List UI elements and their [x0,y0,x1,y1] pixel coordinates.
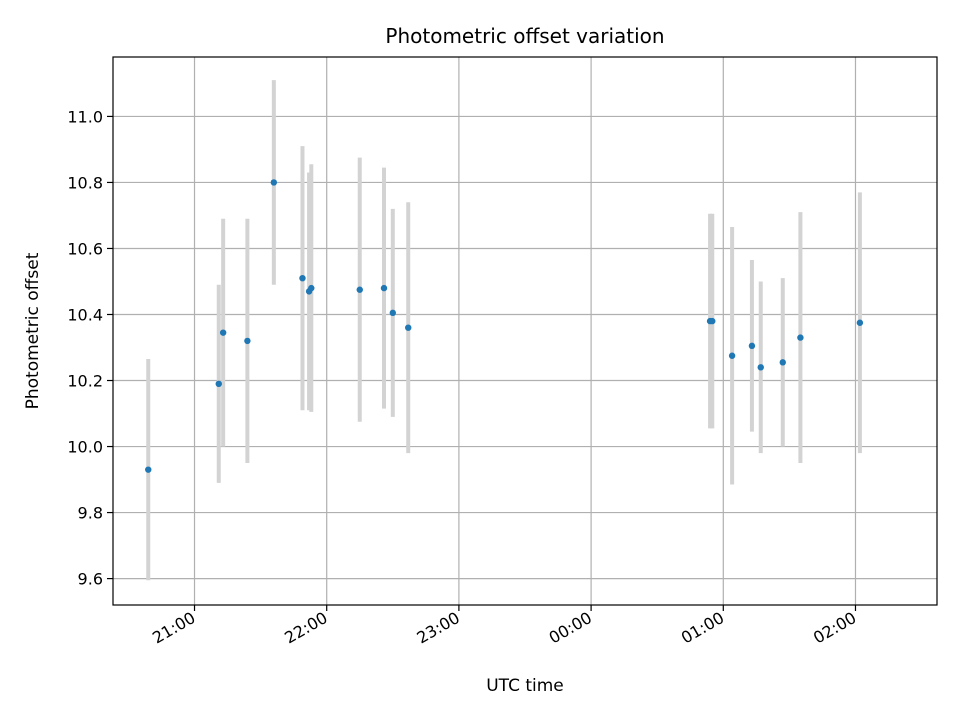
data-point [748,342,756,350]
y-tick-label: 11.0 [67,107,103,126]
plot-frame [112,56,938,606]
y-tick-label: 10.8 [67,173,103,192]
data-point [299,274,306,282]
data-point [797,334,804,341]
y-tick-label: 10.0 [67,438,103,457]
y-axis-ticks: 9.6 9.8 10.0 10.2 10.4 10.6 10.8 11.0 [67,107,113,589]
data-point [244,337,251,345]
y-tick-label: 10.4 [67,305,103,324]
y-tick-label: 10.2 [67,372,103,391]
chart-title: Photometric offset variation [385,24,664,48]
grid [113,57,937,605]
data-point [709,317,716,325]
y-tick-label: 9.8 [78,504,103,523]
data-point [405,324,412,331]
data-point [219,329,227,336]
data-point [389,309,397,317]
data-point [356,286,363,293]
data-point [757,364,764,371]
data-point [856,319,864,326]
data-point [779,359,786,366]
data-point [308,284,315,292]
y-axis-title: Photometric offset [23,252,43,409]
data-point [728,352,736,359]
y-tick-label: 9.6 [78,570,103,589]
data-point [215,380,222,388]
data-point [380,284,388,292]
x-axis-title: UTC time [486,676,564,696]
data-point [145,466,152,473]
y-tick-label: 10.6 [67,239,103,258]
data-point [270,179,278,186]
data-points [145,179,864,473]
